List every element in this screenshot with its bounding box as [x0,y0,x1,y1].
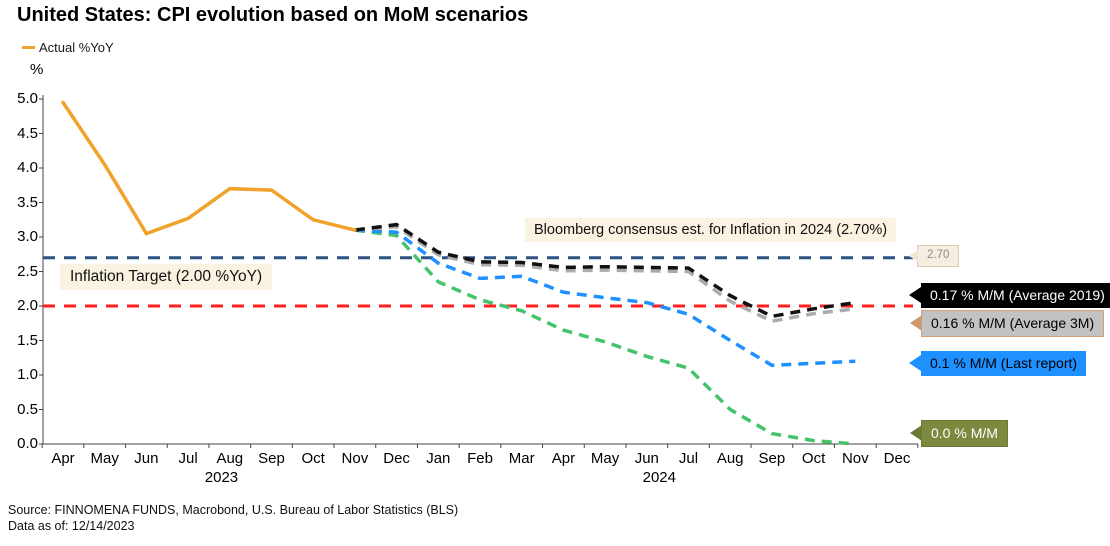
callout-text: 0.17 % M/M (Average 2019) [930,287,1105,303]
legend-label: Actual %YoY [39,40,114,55]
callout-text: 0.1 % M/M (Last report) [930,355,1078,371]
callout-scenario-avg2019: 0.17 % M/M (Average 2019) [909,283,1110,308]
legend-line-swatch [22,46,35,49]
callout-left-arrow-icon [909,249,918,262]
callout-text: 0.16 % M/M (Average 3M) [931,315,1095,331]
x-tick-label: Aug [716,450,744,467]
callout-left-arrow-icon [909,355,921,372]
callout-scenario-avg3m: 0.16 % M/M (Average 3M) [910,310,1105,337]
series-line [354,224,856,324]
x-tick-label: Oct [301,450,325,467]
x-tick-label: Oct [801,450,826,467]
x-tick-label: Sep [258,450,285,467]
y-tick-label: 0.5 [17,400,38,418]
x-tick-label: Mar [508,450,535,467]
year-label: 2023 [204,469,239,486]
x-tick-label: Nov [841,450,869,467]
x-tick-label: Jul [178,450,198,467]
y-axis-unit-label: % [30,61,44,78]
series-line [354,222,856,319]
x-tick-label: Jun [634,450,659,467]
inflation-target-annotation: Inflation Target (2.00 %YoY) [60,264,273,290]
x-tick-label: May [90,450,119,467]
chart-legend: Actual %YoY [22,40,114,55]
source-line: Source: FINNOMENA FUNDS, Macrobond, U.S.… [8,503,459,517]
y-tick-label: 0.0 [17,435,38,452]
x-tick-label: Nov [341,450,369,467]
x-tick-label: Apr [551,450,576,467]
callout-consensus-value: 2.70 [909,245,960,267]
x-tick-label: Jan [426,450,451,467]
x-tick-label: Apr [51,450,75,467]
x-tick-label: May [590,450,620,467]
y-tick-label: 1.0 [17,366,38,383]
callout-left-arrow-icon [910,425,922,442]
x-tick-label: Dec [383,450,410,467]
y-tick-label: 2.0 [17,297,38,314]
callout-scenario-lastreport: 0.1 % M/M (Last report) [909,351,1087,376]
y-tick-label: 1.5 [17,331,38,349]
x-tick-label: Sep [758,450,786,467]
year-label: 2024 [642,469,676,486]
data-as-of-line: Data as of: 12/14/2023 [8,519,135,533]
x-tick-label: Jul [678,450,699,467]
y-tick-label: 5.0 [17,90,38,107]
x-tick-label: Jun [134,450,159,467]
callout-text: 0.0 % M/M [931,425,998,441]
series-line [61,100,357,236]
callout-left-arrow-icon [910,315,922,332]
x-tick-label: Dec [883,450,911,467]
y-tick-label: 3.0 [17,228,38,245]
bloomberg-consensus-annotation: Bloomberg consensus est. for Inflation i… [525,218,897,242]
y-tick-label: 4.0 [17,159,38,176]
series-line [354,228,856,446]
callout-text: 2.70 [927,249,950,261]
y-tick-label: 4.5 [17,124,38,142]
y-tick-label: 3.5 [17,193,38,211]
series-line [354,228,856,368]
page-title: United States: CPI evolution based on Mo… [17,4,529,26]
callout-scenario-zero: 0.0 % M/M [910,420,1008,447]
x-tick-label: Aug [216,450,244,467]
x-tick-label: Feb [467,450,493,467]
callout-left-arrow-icon [909,287,921,304]
y-tick-label: 2.5 [17,262,38,280]
